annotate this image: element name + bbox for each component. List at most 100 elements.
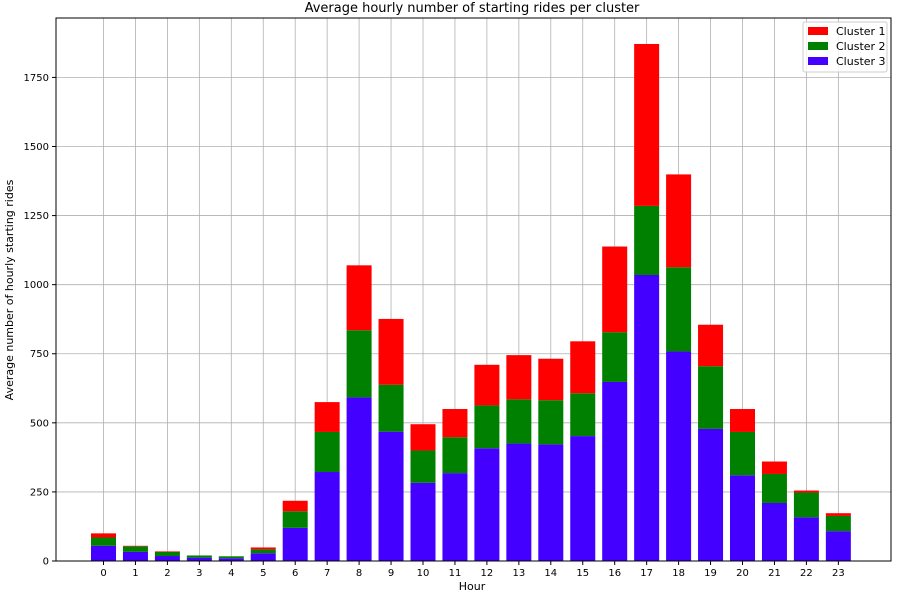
legend-swatch-cluster-2 [808,42,828,50]
bar-cluster-1-hour-0 [91,533,116,538]
bar-cluster-2-hour-9 [378,384,404,432]
x-tick-label: 9 [388,568,394,579]
x-tick-label: 12 [481,568,494,579]
bar-cluster-3-hour-2 [154,556,180,561]
legend-swatch-cluster-1 [808,27,828,35]
bar-cluster-1-hour-16 [602,246,628,333]
x-tick-label: 14 [544,568,557,579]
bar-cluster-3-hour-19 [698,428,724,561]
bar-cluster-1-hour-20 [730,409,755,432]
bar-cluster-2-hour-15 [570,393,596,437]
bar-cluster-2-hour-1 [122,546,148,552]
bar-cluster-1-hour-7 [314,402,340,432]
bar-cluster-1-hour-6 [282,500,308,512]
bar-cluster-2-hour-6 [282,511,308,528]
bar-cluster-3-hour-0 [91,545,116,561]
bar-cluster-3-hour-20 [730,475,755,561]
bar-cluster-1-hour-19 [698,324,724,367]
bar-cluster-2-hour-12 [474,405,500,449]
bar-cluster-3-hour-15 [570,436,596,561]
legend-label-cluster-3: Cluster 3 [836,55,886,68]
x-tick-label: 16 [608,568,621,579]
bar-cluster-1-hour-9 [378,318,404,385]
bar-cluster-3-hour-7 [314,472,340,561]
bar-cluster-2-hour-7 [314,431,340,473]
bar-cluster-3-hour-4 [218,558,244,561]
bar-cluster-3-hour-3 [186,557,212,561]
y-tick-label: 500 [30,418,49,429]
y-axis-ticks: 0 250 500 750 1000 1250 1500 1750 [24,73,56,568]
legend-swatch-cluster-3 [808,57,828,65]
x-tick-label: 21 [768,568,781,579]
bar-cluster-2-hour-11 [442,437,468,474]
bar-cluster-2-hour-22 [793,492,819,518]
y-tick-label: 1750 [24,73,49,84]
bar-cluster-2-hour-8 [346,330,372,398]
x-tick-label: 0 [100,568,106,579]
bar-cluster-1-hour-2 [154,551,180,552]
x-tick-label: 1 [132,568,138,579]
bar-cluster-3-hour-1 [122,551,148,561]
x-tick-label: 23 [832,568,845,579]
x-tick-label: 11 [449,568,462,579]
x-tick-label: 10 [417,568,430,579]
bar-cluster-1-hour-18 [666,174,692,268]
bar-cluster-2-hour-20 [730,431,755,476]
bar-cluster-2-hour-23 [825,515,851,532]
y-axis-title: Average number of hourly starting rides [3,179,16,400]
y-tick-label: 1000 [24,280,49,291]
y-tick-label: 1500 [24,142,49,153]
bar-cluster-2-hour-3 [186,555,212,558]
bar-cluster-3-hour-8 [346,397,372,561]
bar-cluster-3-hour-6 [282,527,308,561]
x-tick-label: 13 [512,568,525,579]
x-tick-label: 20 [736,568,749,579]
legend-label-cluster-1: Cluster 1 [836,25,886,38]
bar-cluster-1-hour-14 [538,358,564,401]
bar-cluster-1-hour-5 [250,547,276,550]
x-tick-label: 6 [292,568,298,579]
legend-label-cluster-2: Cluster 2 [836,40,886,53]
bar-cluster-3-hour-21 [761,502,787,561]
bar-cluster-2-hour-17 [634,205,660,275]
x-tick-label: 22 [800,568,813,579]
y-tick-label: 750 [30,349,49,360]
bar-cluster-3-hour-11 [442,473,468,561]
x-tick-label: 5 [260,568,266,579]
bar-cluster-3-hour-12 [474,448,500,561]
bar-cluster-3-hour-13 [506,443,532,561]
x-axis-ticks: 0 1 2 3 4 5 6 7 8 9 10 11 12 13 14 15 16 17 18 19 20 21 22 23 [100,561,845,579]
x-tick-label: 7 [324,568,330,579]
bar-cluster-3-hour-14 [538,444,564,561]
bars-group [91,43,851,561]
bar-cluster-3-hour-18 [666,351,692,561]
bar-cluster-2-hour-4 [218,556,244,559]
bar-cluster-2-hour-0 [91,537,116,546]
bar-cluster-2-hour-16 [602,332,628,382]
bar-cluster-1-hour-11 [442,409,468,438]
chart-title: Average hourly number of starting rides … [305,1,640,16]
bar-cluster-3-hour-5 [250,553,276,561]
x-axis-title: Hour [459,580,486,593]
x-tick-label: 18 [672,568,685,579]
legend: Cluster 1 Cluster 2 Cluster 3 [802,21,888,73]
bar-cluster-2-hour-18 [666,267,692,352]
bar-cluster-1-hour-10 [410,424,436,451]
bar-cluster-1-hour-23 [825,513,851,516]
x-tick-label: 3 [196,568,202,579]
x-tick-label: 15 [576,568,589,579]
bar-cluster-3-hour-9 [378,431,404,561]
bar-cluster-2-hour-13 [506,399,532,444]
x-tick-label: 2 [164,568,170,579]
x-tick-label: 8 [356,568,362,579]
bar-cluster-2-hour-19 [698,366,724,429]
bar-cluster-1-hour-12 [474,364,500,406]
bar-cluster-1-hour-1 [122,545,148,547]
y-tick-label: 250 [30,487,49,498]
bar-cluster-1-hour-22 [793,490,819,493]
bar-cluster-1-hour-15 [570,341,596,394]
bar-cluster-2-hour-21 [761,473,787,503]
x-tick-label: 19 [704,568,717,579]
bar-cluster-3-hour-10 [410,482,436,561]
